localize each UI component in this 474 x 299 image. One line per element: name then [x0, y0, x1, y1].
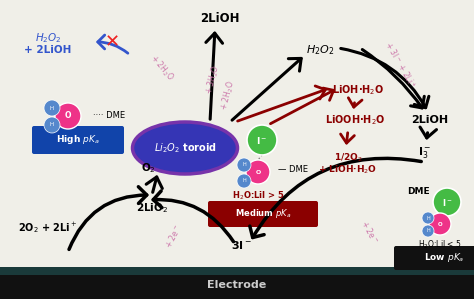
Text: $H_2O_2$: $H_2O_2$ — [306, 43, 334, 57]
Circle shape — [247, 125, 277, 155]
Text: DME: DME — [407, 187, 429, 196]
Text: Electrode: Electrode — [207, 280, 266, 290]
Text: O: O — [255, 170, 261, 175]
Text: H: H — [50, 123, 54, 127]
Text: + 2H$_2$O: + 2H$_2$O — [147, 52, 177, 84]
Circle shape — [55, 103, 81, 129]
Text: O: O — [65, 112, 71, 120]
Text: 1/2O$_2$: 1/2O$_2$ — [334, 152, 362, 164]
Text: $Li_2O_2$ toroid: $Li_2O_2$ toroid — [154, 141, 217, 155]
Text: O: O — [438, 222, 442, 227]
Circle shape — [237, 174, 251, 188]
FancyBboxPatch shape — [394, 246, 474, 270]
Text: H$_2$O:LiI < 5: H$_2$O:LiI < 5 — [418, 239, 462, 251]
Text: H: H — [426, 216, 430, 220]
Text: 2LiOH: 2LiOH — [200, 11, 240, 25]
Text: + 3H$_2$O: + 3H$_2$O — [203, 64, 223, 96]
Circle shape — [246, 160, 270, 184]
Text: I$_3^-$: I$_3^-$ — [419, 144, 432, 159]
Text: + 2LiOH: + 2LiOH — [24, 45, 72, 55]
Text: 2LiO$_2$: 2LiO$_2$ — [136, 201, 168, 215]
Text: LiOH·H$_2$O: LiOH·H$_2$O — [332, 83, 384, 97]
Text: + 2e$^-$: + 2e$^-$ — [359, 218, 381, 246]
Text: H: H — [426, 228, 430, 234]
Text: $H_2O_2$: $H_2O_2$ — [35, 31, 61, 45]
Text: Low $pK_a$: Low $pK_a$ — [424, 251, 464, 265]
Text: 3I$^-$: 3I$^-$ — [231, 239, 253, 251]
Text: H$_2$O:LiI > 5: H$_2$O:LiI > 5 — [231, 190, 284, 202]
Bar — [0, 267, 474, 275]
Circle shape — [422, 225, 434, 237]
Text: 2LiOH: 2LiOH — [411, 115, 448, 125]
Ellipse shape — [133, 122, 237, 174]
Text: — DME: — DME — [278, 166, 308, 175]
Circle shape — [429, 213, 451, 235]
Text: I$^-$: I$^-$ — [442, 196, 452, 208]
Text: H: H — [50, 106, 54, 111]
Text: O$_2$: O$_2$ — [141, 161, 155, 175]
Text: + 2H$_2$O: + 2H$_2$O — [218, 80, 238, 112]
Text: 2O$_2$ + 2Li$^+$: 2O$_2$ + 2Li$^+$ — [18, 221, 78, 235]
Text: H: H — [242, 162, 246, 167]
FancyBboxPatch shape — [32, 126, 124, 154]
Circle shape — [422, 212, 434, 224]
Circle shape — [237, 158, 251, 172]
Text: Medium $pK_a$: Medium $pK_a$ — [235, 208, 291, 220]
Circle shape — [44, 100, 60, 116]
Text: LiOOH·H$_2$O: LiOOH·H$_2$O — [325, 113, 385, 127]
FancyBboxPatch shape — [208, 201, 318, 227]
Text: I$^-$: I$^-$ — [256, 135, 268, 146]
Text: ✕: ✕ — [104, 33, 119, 51]
Text: + 3I$^-$ + 2Li$^+$: + 3I$^-$ + 2Li$^+$ — [382, 39, 418, 91]
Text: ···· DME: ···· DME — [93, 112, 125, 120]
Bar — [0, 271, 474, 299]
Text: + 2e$^-$: + 2e$^-$ — [162, 222, 184, 250]
Text: H: H — [242, 179, 246, 184]
Circle shape — [44, 117, 60, 133]
Text: High $pK_a$: High $pK_a$ — [56, 133, 100, 147]
Text: + LiOH·H$_2$O: + LiOH·H$_2$O — [319, 164, 378, 176]
Circle shape — [433, 188, 461, 216]
